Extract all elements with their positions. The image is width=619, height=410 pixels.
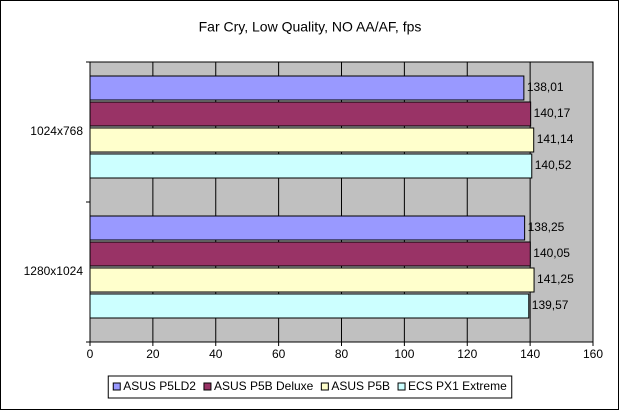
legend-swatch <box>112 382 121 391</box>
legend-swatch <box>397 382 406 391</box>
value-label: 140,17 <box>534 106 571 120</box>
y-tick-label: 1024x768 <box>30 124 83 138</box>
x-tick-label: 140 <box>520 347 540 361</box>
x-tick-label: 80 <box>335 347 349 361</box>
legend-label: ECS PX1 Extreme <box>408 379 507 393</box>
legend-swatch <box>203 382 212 391</box>
legend-label: ASUS P5LD2 <box>123 379 196 393</box>
value-label: 140,52 <box>535 158 572 172</box>
x-tick-label: 120 <box>457 347 477 361</box>
bar <box>89 153 533 179</box>
legend-label: ASUS P5B Deluxe <box>214 379 314 393</box>
bar <box>89 75 525 101</box>
bar <box>89 293 530 319</box>
x-tick-label: 40 <box>209 347 223 361</box>
x-tick-label: 160 <box>583 347 603 361</box>
legend-swatch <box>320 382 329 391</box>
value-label: 140,05 <box>533 246 570 260</box>
bar <box>89 101 532 127</box>
x-tick-label: 20 <box>146 347 160 361</box>
value-label: 138,01 <box>527 80 564 94</box>
legend <box>107 375 513 399</box>
value-label: 141,25 <box>537 272 574 286</box>
y-tick-label: 1280x1024 <box>24 264 84 278</box>
legend-label: ASUS P5B <box>331 379 390 393</box>
bar <box>89 241 531 267</box>
x-tick-label: 100 <box>394 347 414 361</box>
x-tick-label: 0 <box>87 347 94 361</box>
value-label: 138,25 <box>528 220 565 234</box>
value-label: 141,14 <box>537 132 574 146</box>
bar <box>89 267 535 293</box>
x-tick-label: 60 <box>272 347 286 361</box>
value-label: 139,57 <box>532 298 569 312</box>
chart-title: Far Cry, Low Quality, NO AA/AF, fps <box>199 19 422 35</box>
bar <box>89 127 535 153</box>
bar <box>89 215 526 241</box>
